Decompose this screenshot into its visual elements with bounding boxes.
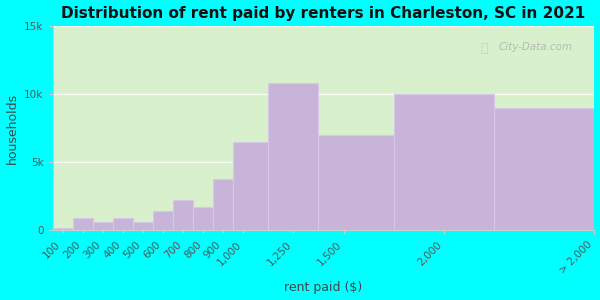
Bar [133,222,153,230]
Bar [153,212,173,230]
Bar [213,178,233,230]
Bar [233,142,268,230]
Text: ⦻: ⦻ [481,42,488,55]
Bar [53,228,73,230]
Bar [394,94,494,230]
X-axis label: rent paid ($): rent paid ($) [284,281,362,294]
Bar [319,135,394,230]
Y-axis label: households: households [5,93,19,164]
Bar [73,218,92,230]
Title: Distribution of rent paid by renters in Charleston, SC in 2021: Distribution of rent paid by renters in … [61,6,586,21]
Bar [92,222,113,230]
Bar [268,83,319,230]
Bar [173,200,193,230]
Bar [113,218,133,230]
Bar [494,108,595,230]
Text: City-Data.com: City-Data.com [499,42,573,52]
Bar [193,207,213,230]
